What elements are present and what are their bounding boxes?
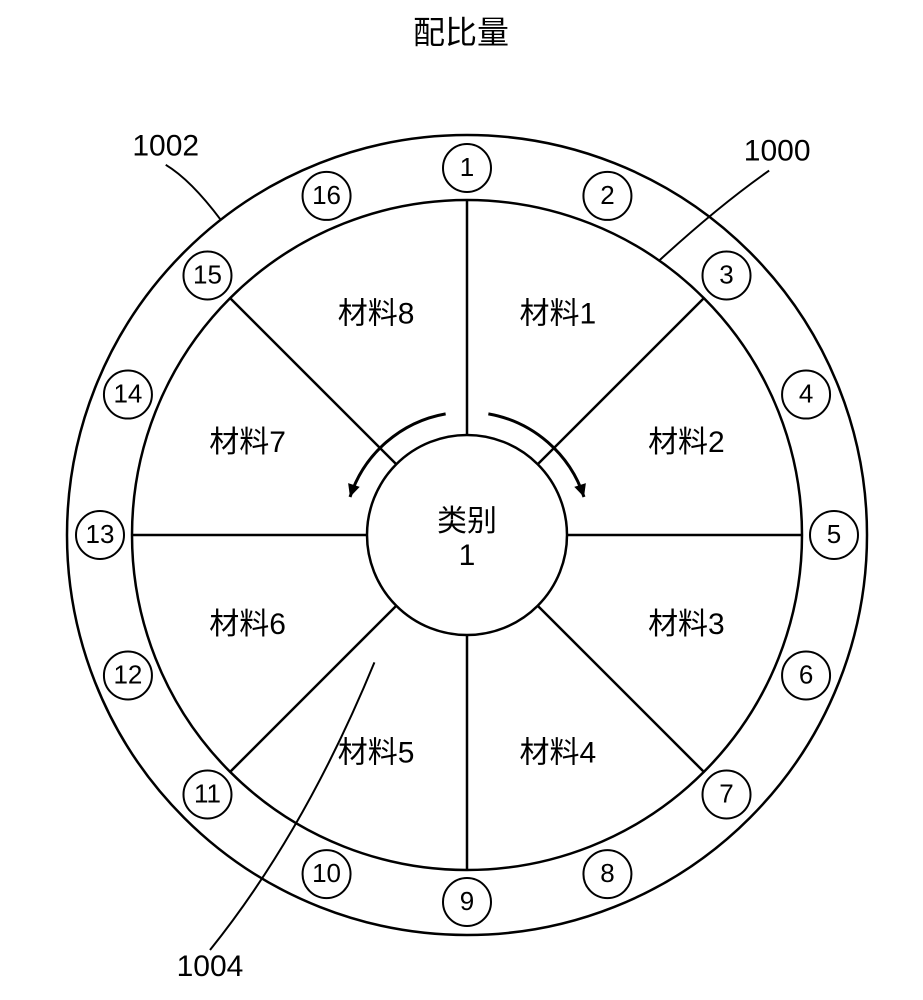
diagram-stage: 配比量材料1材料2材料3材料4材料5材料6材料7材料81234567891011… <box>0 0 923 1000</box>
ring-number-label: 14 <box>113 378 142 408</box>
sector-label: 材料1 <box>520 298 597 331</box>
callout-label-1004: 1004 <box>177 950 244 983</box>
callout-leader-1002 <box>166 165 221 220</box>
ring-number-label: 10 <box>312 858 341 888</box>
ring-number-label: 11 <box>194 778 221 808</box>
sector-label: 材料5 <box>338 736 415 769</box>
ring-number-label: 4 <box>799 378 813 408</box>
wheel-diagram: 配比量材料1材料2材料3材料4材料5材料6材料7材料81234567891011… <box>0 0 923 1000</box>
ring-number-label: 1 <box>460 152 474 182</box>
callout-label-1000: 1000 <box>744 135 811 168</box>
center-label-line1: 类别 <box>437 505 497 538</box>
sector-label: 材料4 <box>520 736 597 769</box>
ring-number-label: 13 <box>86 519 115 549</box>
ring-number-label: 7 <box>719 778 733 808</box>
ring-number-label: 5 <box>827 519 841 549</box>
ring-number-label: 6 <box>799 659 813 689</box>
ring-number-label: 8 <box>600 858 614 888</box>
sector-label: 材料7 <box>209 426 286 459</box>
ring-number-label: 9 <box>460 886 474 916</box>
sector-label: 材料8 <box>338 298 415 331</box>
ring-number-label: 3 <box>719 259 733 289</box>
center-label-line2: 1 <box>459 539 476 572</box>
diagram-title: 配比量 <box>413 14 509 50</box>
callout-label-1002: 1002 <box>132 130 199 163</box>
ring-number-label: 12 <box>113 659 142 689</box>
sector-label: 材料6 <box>209 608 286 641</box>
sector-label: 材料3 <box>648 608 725 641</box>
ring-number-label: 15 <box>193 259 222 289</box>
sector-label: 材料2 <box>648 426 725 459</box>
ring-number-label: 2 <box>600 180 614 210</box>
ring-number-label: 16 <box>312 180 341 210</box>
